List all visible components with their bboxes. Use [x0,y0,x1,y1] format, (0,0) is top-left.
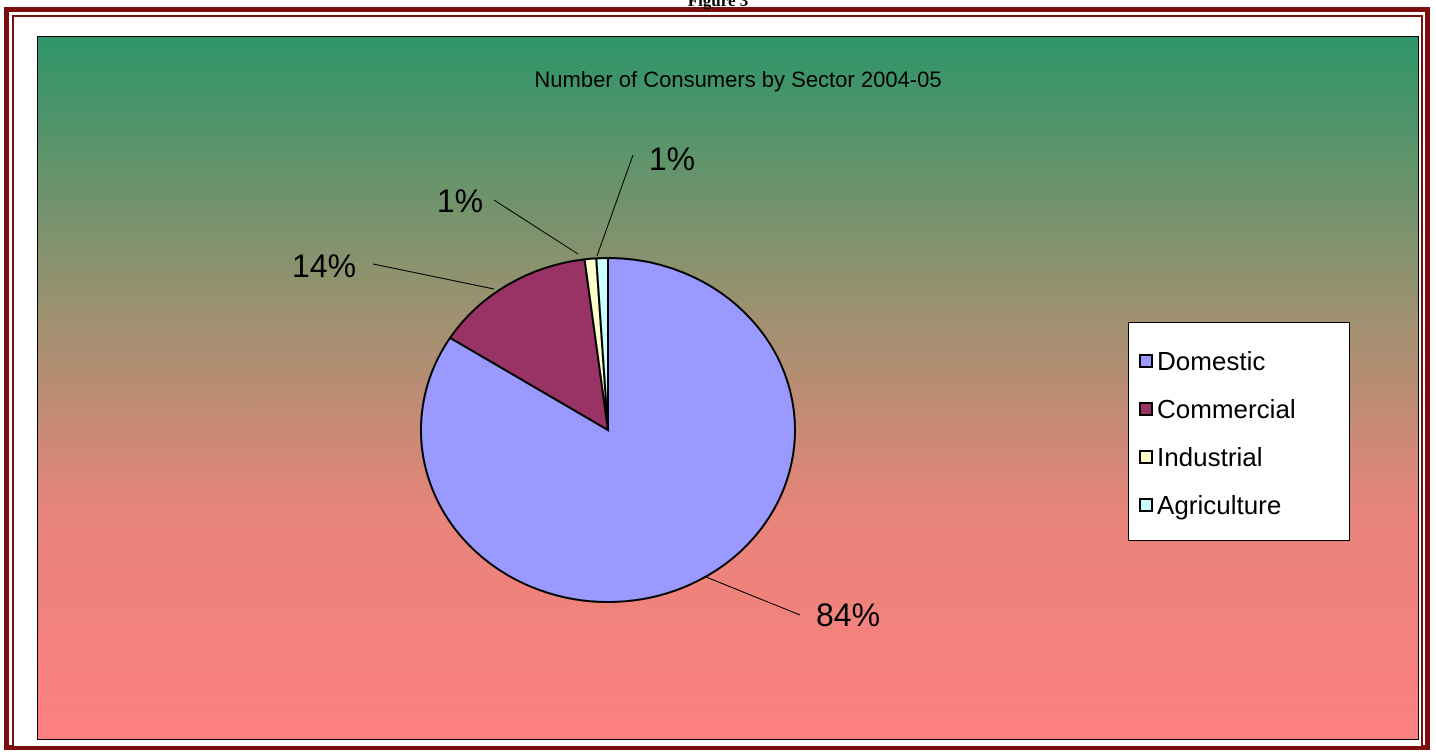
legend-swatch-domestic [1139,354,1153,368]
legend-swatch-agriculture [1139,498,1153,512]
data-label-industrial: 1% [437,183,483,219]
legend-item-industrial: Industrial [1129,433,1349,481]
data-label-commercial: 14% [292,248,356,284]
data-label-agriculture: 1% [649,141,695,177]
data-label-domestic: 84% [816,597,880,633]
legend-label-agriculture: Agriculture [1157,490,1282,520]
legend-item-agriculture: Agriculture [1129,481,1349,529]
leader-line-domestic [705,576,801,616]
pie-slice-agriculture [595,256,609,431]
legend-item-domestic: Domestic [1129,337,1349,385]
legend-label-industrial: Industrial [1157,442,1263,472]
pie-slice-commercial [448,258,610,432]
legend-label-commercial: Commercial [1157,394,1296,424]
legend-item-commercial: Commercial [1129,385,1349,433]
leader-line-agriculture [596,154,634,257]
leader-line-commercial [372,263,495,290]
legend-swatch-commercial [1139,402,1153,416]
chart-title: Number of Consumers by Sector 2004-05 [534,67,941,92]
chart-legend: Domestic Commercial Industrial Agricultu… [1128,322,1350,541]
leader-line-industrial [493,199,579,255]
figure-caption: Figure 3 [687,0,749,10]
legend-label-domestic: Domestic [1157,346,1266,376]
legend-swatch-industrial [1139,450,1153,464]
